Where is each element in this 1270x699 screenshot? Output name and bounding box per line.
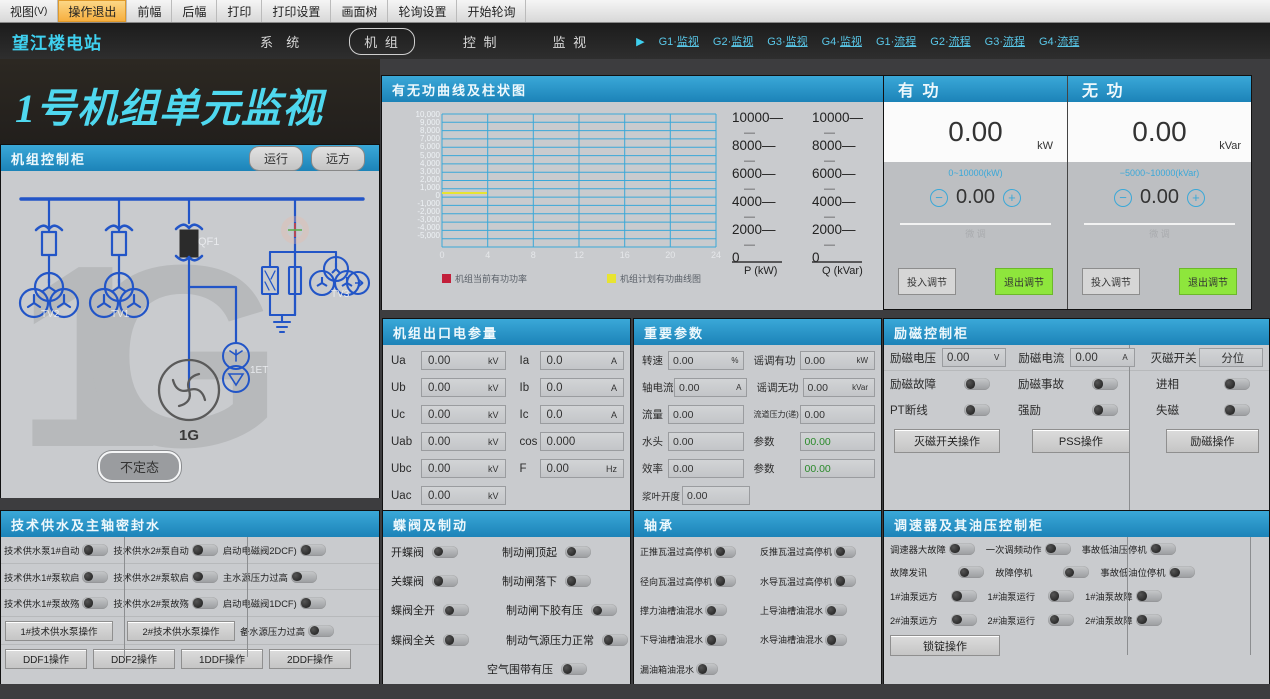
svg-text:20: 20 xyxy=(665,250,675,260)
svg-text:10000—: 10000— xyxy=(732,110,784,125)
svg-text:8: 8 xyxy=(531,250,536,260)
svg-text:4: 4 xyxy=(485,250,490,260)
svg-text:—: — xyxy=(824,239,835,251)
svg-text:—: — xyxy=(744,155,755,167)
svg-text:0: 0 xyxy=(439,250,444,260)
svg-text:4000—: 4000— xyxy=(732,194,776,209)
svg-text:6,000: 6,000 xyxy=(420,142,441,151)
svg-text:机组当前有功功率: 机组当前有功功率 xyxy=(455,273,527,284)
svg-text:0: 0 xyxy=(732,250,740,265)
svg-text:—: — xyxy=(744,239,755,251)
svg-text:16: 16 xyxy=(620,250,630,260)
svg-text:8000—: 8000— xyxy=(732,138,776,153)
svg-text:12: 12 xyxy=(574,250,584,260)
svg-text:TV1: TV1 xyxy=(111,309,130,320)
svg-text:10000—: 10000— xyxy=(812,110,864,125)
svg-text:QF1: QF1 xyxy=(198,236,219,248)
svg-text:机组计划有功曲线图: 机组计划有功曲线图 xyxy=(620,273,701,284)
svg-text:—: — xyxy=(824,183,835,195)
svg-text:P (kW): P (kW) xyxy=(744,265,777,277)
svg-text:1ET: 1ET xyxy=(250,365,268,376)
svg-text:—: — xyxy=(824,127,835,139)
svg-text:TV3: TV3 xyxy=(331,289,350,300)
svg-text:Q (kVar): Q (kVar) xyxy=(822,265,863,277)
svg-text:-5,000: -5,000 xyxy=(417,231,440,240)
svg-text:—: — xyxy=(824,155,835,167)
svg-text:—: — xyxy=(744,127,755,139)
svg-text:6000—: 6000— xyxy=(732,166,776,181)
svg-text:0: 0 xyxy=(812,250,820,265)
svg-text:8000—: 8000— xyxy=(812,138,856,153)
svg-text:4000—: 4000— xyxy=(812,194,856,209)
svg-text:2000—: 2000— xyxy=(732,222,776,237)
svg-text:—: — xyxy=(824,211,835,223)
svg-text:—: — xyxy=(744,211,755,223)
svg-text:TV2: TV2 xyxy=(41,309,60,320)
svg-text:6000—: 6000— xyxy=(812,166,856,181)
svg-text:24: 24 xyxy=(711,250,721,260)
svg-text:2000—: 2000— xyxy=(812,222,856,237)
svg-text:1G: 1G xyxy=(179,427,199,444)
svg-text:—: — xyxy=(744,183,755,195)
